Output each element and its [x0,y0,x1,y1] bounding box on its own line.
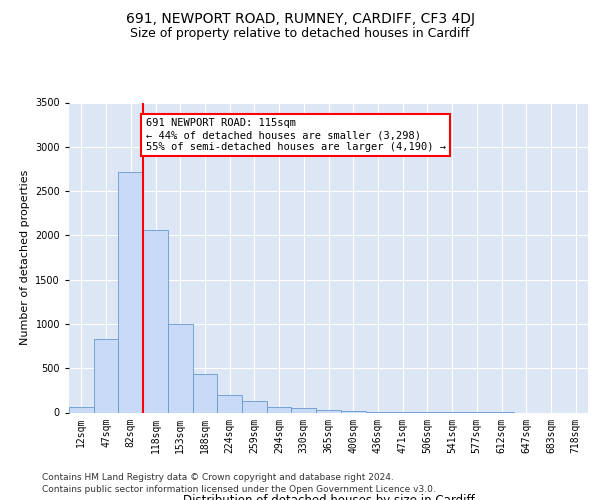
Bar [341,410,365,412]
Bar [267,407,292,412]
Bar [193,374,217,412]
Text: Contains public sector information licensed under the Open Government Licence v3: Contains public sector information licen… [42,485,436,494]
Text: 691, NEWPORT ROAD, RUMNEY, CARDIFF, CF3 4DJ: 691, NEWPORT ROAD, RUMNEY, CARDIFF, CF3 … [125,12,475,26]
X-axis label: Distribution of detached houses by size in Cardiff: Distribution of detached houses by size … [182,494,475,500]
Bar [168,324,193,412]
Bar [242,401,267,412]
Bar [292,408,316,412]
Text: 691 NEWPORT ROAD: 115sqm
← 44% of detached houses are smaller (3,298)
55% of sem: 691 NEWPORT ROAD: 115sqm ← 44% of detach… [146,118,446,152]
Bar [118,172,143,412]
Bar [94,339,118,412]
Bar [143,230,168,412]
Bar [69,407,94,412]
Y-axis label: Number of detached properties: Number of detached properties [20,170,29,345]
Text: Size of property relative to detached houses in Cardiff: Size of property relative to detached ho… [130,28,470,40]
Bar [316,410,341,412]
Text: Contains HM Land Registry data © Crown copyright and database right 2024.: Contains HM Land Registry data © Crown c… [42,472,394,482]
Bar [217,395,242,412]
